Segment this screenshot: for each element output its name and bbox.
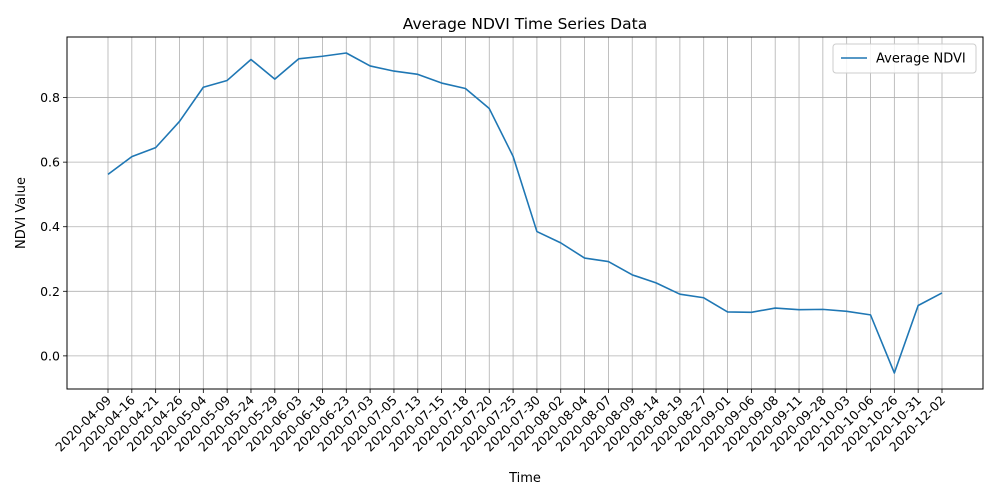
legend-box: [832, 43, 977, 74]
legend-label: Average NDVI: [876, 52, 966, 67]
data-point: [441, 82, 443, 84]
data-point: [560, 242, 562, 244]
data-point: [774, 307, 776, 309]
data-point: [393, 70, 395, 72]
data-point: [131, 156, 133, 158]
y-tick-label: 0.4: [40, 219, 60, 234]
data-point: [536, 231, 538, 233]
data-point: [584, 257, 586, 259]
series-line-average-ndvi: [107, 52, 943, 374]
data-point: [178, 120, 180, 122]
plot-frame: [66, 36, 984, 390]
y-tick-label: 0.2: [40, 284, 60, 299]
data-point: [846, 310, 848, 312]
data-point: [369, 65, 371, 67]
legend: Average NDVI: [832, 43, 977, 74]
y-axis-title: NDVI Value: [14, 177, 29, 249]
data-point: [703, 297, 705, 299]
data-point: [226, 79, 228, 81]
data-point: [155, 147, 157, 149]
x-axis-ticks: 2020-04-092020-04-162020-04-212020-04-26…: [52, 389, 948, 454]
data-point: [679, 293, 681, 295]
data-point: [107, 173, 109, 175]
data-point: [893, 372, 895, 374]
data-point: [941, 292, 943, 294]
data-point: [298, 58, 300, 60]
data-point: [917, 305, 919, 307]
data-point: [750, 311, 752, 313]
data-point: [631, 274, 633, 276]
grid: [67, 37, 983, 389]
y-tick-label: 0.6: [40, 155, 60, 170]
chart-title: Average NDVI Time Series Data: [403, 15, 647, 33]
data-point: [727, 311, 729, 313]
data-point: [870, 314, 872, 316]
data-point: [417, 73, 419, 75]
data-point: [464, 88, 466, 90]
data-point: [250, 58, 252, 60]
data-point: [345, 52, 347, 54]
y-tick-label: 0.0: [40, 348, 60, 363]
data-point: [512, 155, 514, 157]
x-axis-title: Time: [508, 471, 541, 486]
data-point: [822, 308, 824, 310]
y-tick-label: 0.8: [40, 90, 60, 105]
y-axis-ticks: 0.0 0.2 0.4 0.6 0.8: [40, 90, 67, 363]
data-point: [655, 282, 657, 284]
data-point: [274, 78, 276, 80]
data-point: [607, 261, 609, 263]
data-point: [321, 55, 323, 57]
series-layer: [107, 52, 943, 374]
data-point: [488, 108, 490, 110]
data-point: [798, 309, 800, 311]
data-point: [202, 86, 204, 88]
